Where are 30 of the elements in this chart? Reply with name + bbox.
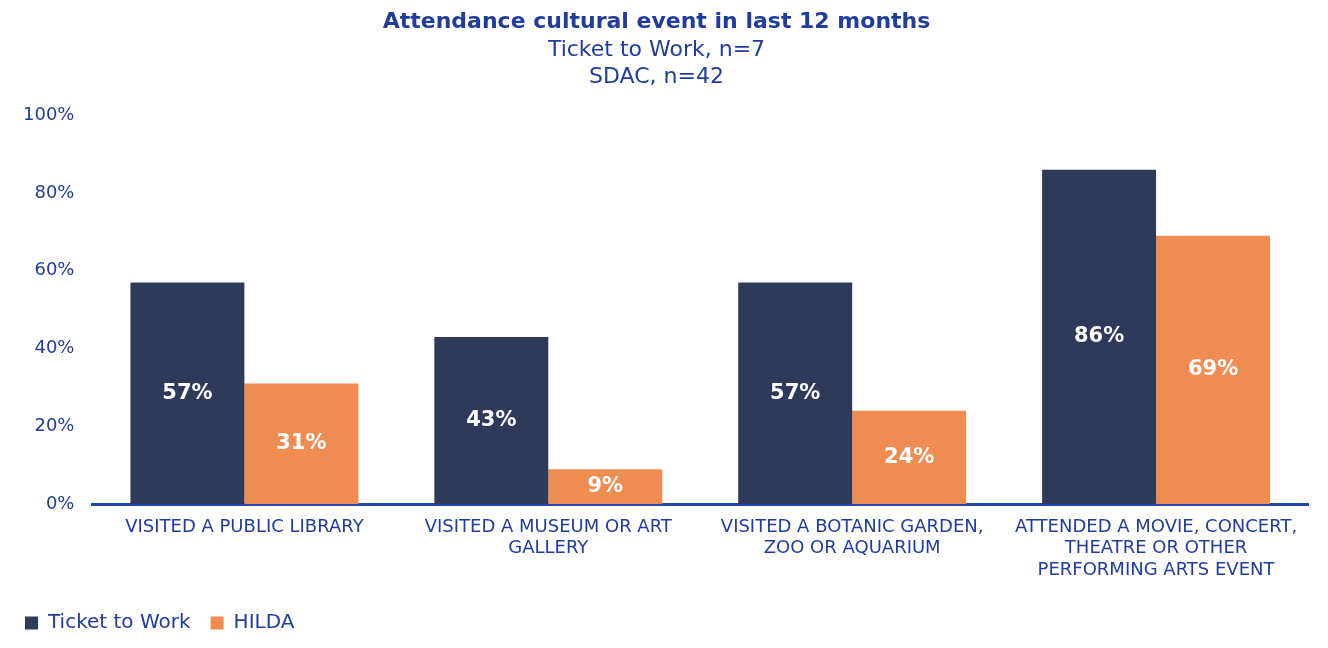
data-label: 43% xyxy=(466,407,517,432)
data-label: 24% xyxy=(884,443,935,468)
data-label: 69% xyxy=(1187,356,1239,381)
bar xyxy=(130,282,245,505)
bar xyxy=(852,410,967,505)
data-label: 31% xyxy=(276,430,327,455)
x-tick-label: VISITED A PUBLIC LIBRARY xyxy=(125,514,365,536)
y-tick-label: 80% xyxy=(34,180,75,202)
x-tick-label: ATTENDED A MOVIE, CONCERT, THEATRE OR OTHER PERFORMING ARTS EVENT xyxy=(1014,514,1298,579)
x-tick-label: VISITED A MUSEUM OR ART GALLERY xyxy=(424,514,673,558)
y-tick-label: 20% xyxy=(34,414,75,436)
bar xyxy=(1156,235,1271,505)
y-tick-label: 0% xyxy=(45,491,75,513)
bar xyxy=(738,282,853,505)
legend-label: HILDA xyxy=(233,609,295,634)
bar xyxy=(244,383,359,505)
data-label: 9% xyxy=(587,473,624,498)
bar xyxy=(1042,169,1157,505)
chart-title: Attendance cultural event in last 12 months xyxy=(382,7,931,33)
data-label: 86% xyxy=(1073,323,1125,348)
y-tick-label: 100% xyxy=(22,102,75,124)
data-label: 57% xyxy=(162,379,213,404)
chart-subtitle: Ticket to Work, n=7 SDAC, n=42 xyxy=(546,36,766,88)
x-tick-label: VISITED A BOTANIC GARDEN, ZOO OR AQUARIUM xyxy=(720,514,984,558)
y-tick-label: 40% xyxy=(34,336,75,358)
legend-label: Ticket to Work xyxy=(47,609,192,634)
data-label: 57% xyxy=(770,379,821,404)
bar xyxy=(548,469,663,505)
bar xyxy=(434,336,549,505)
y-tick-label: 60% xyxy=(34,258,75,280)
